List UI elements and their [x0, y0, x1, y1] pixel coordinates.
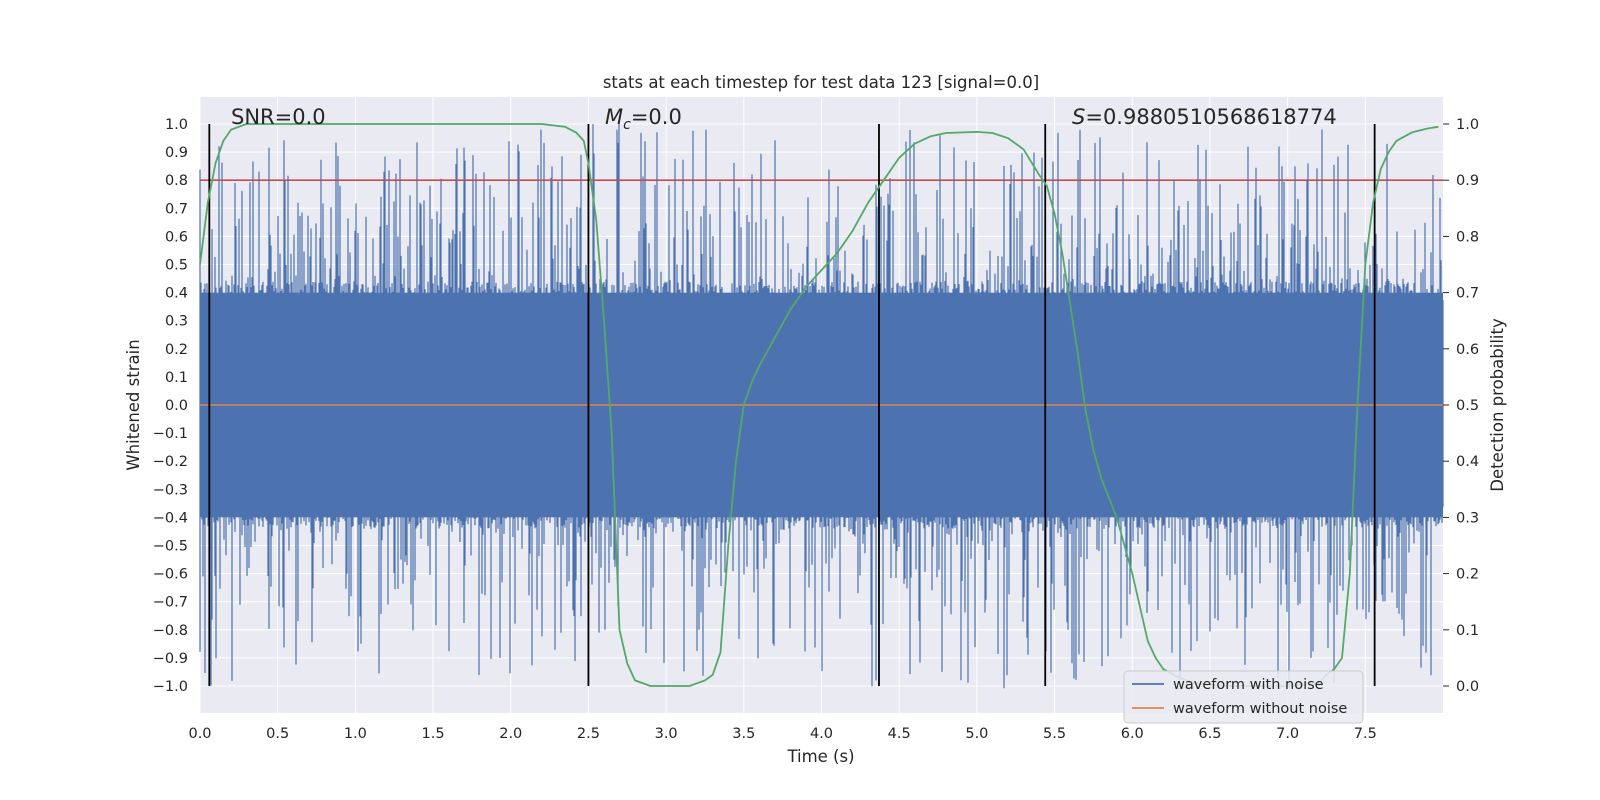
x-tick-label: 0.5 — [266, 726, 289, 742]
snr-annotation: SNR=0.0 — [231, 105, 326, 129]
legend-label-clean: waveform without noise — [1173, 701, 1347, 717]
y-tick-label: −0.9 — [153, 651, 188, 667]
y-tick-label: −0.3 — [153, 482, 188, 498]
chirp-mass-value: =0.0 — [631, 105, 682, 129]
y2-tick-label: 0.8 — [1456, 229, 1479, 245]
x-tick-label: 6.5 — [1198, 726, 1221, 742]
x-tick-label: 6.0 — [1121, 726, 1144, 742]
window-boundary-lines — [208, 124, 1376, 686]
y-tick-label: 0.3 — [165, 314, 188, 330]
y2-tick-labels: 1.0 0.9 0.8 0.7 0.6 0.5 0.4 0.3 0.2 0.1 0.0 — [1443, 117, 1479, 695]
x-tick-label: 1.0 — [344, 726, 367, 742]
chirp-mass-symbol: M — [605, 105, 623, 129]
y-tick-label: 0.9 — [165, 145, 188, 161]
x-tick-labels: 0.0 0.5 1.0 1.5 2.0 2.5 3.0 3.5 4.0 4.5 5.0 5.5 6.0 6… — [188, 726, 1376, 742]
y2-tick-label: 0.2 — [1456, 567, 1479, 583]
chirp-mass-subscript: c — [623, 117, 631, 133]
y2-tick-label: 0.3 — [1456, 510, 1479, 526]
legend-box — [1123, 670, 1364, 724]
y-tick-label: 0.5 — [165, 258, 188, 274]
y2-tick-label: 0.1 — [1456, 623, 1479, 639]
legend: waveform with noise waveform without noi… — [1123, 670, 1364, 724]
s-symbol: S — [1072, 105, 1085, 129]
y-tick-label: 0.1 — [165, 370, 188, 386]
x-tick-label: 7.0 — [1276, 726, 1299, 742]
y-tick-label: −0.1 — [153, 426, 188, 442]
y-tick-label: −0.5 — [153, 539, 188, 555]
y-tick-label: 0.6 — [165, 229, 188, 245]
x-tick-label: 3.5 — [732, 726, 755, 742]
x-tick-label: 5.5 — [1043, 726, 1066, 742]
y2-tick-label: 1.0 — [1456, 117, 1479, 133]
y2-tick-label: 0.5 — [1456, 398, 1479, 414]
y-tick-label: 1.0 — [165, 117, 188, 133]
y2-tick-label: 0.7 — [1456, 286, 1479, 302]
y-tick-label: −0.4 — [153, 510, 188, 526]
x-tick-label: 5.0 — [965, 726, 988, 742]
y-tick-label: −0.6 — [153, 567, 188, 583]
y2-tick-label: 0.0 — [1456, 679, 1479, 695]
x-tick-label: 2.5 — [577, 726, 600, 742]
y-tick-label: 0.4 — [165, 286, 188, 302]
y2-tick-label: 0.6 — [1456, 342, 1479, 358]
y2-tick-label: 0.4 — [1456, 454, 1479, 470]
x-tick-label: 1.5 — [422, 726, 445, 742]
y-tick-labels: 1.0 0.9 0.8 0.7 0.6 0.5 0.4 0.3 0.2 0.1 0.0 −0.1 −0.… — [153, 117, 188, 695]
y-tick-label: 0.8 — [165, 173, 188, 189]
y-tick-label: −0.7 — [153, 595, 188, 611]
y2-axis-label: Detection probability — [1488, 318, 1507, 492]
x-tick-label: 4.5 — [888, 726, 911, 742]
x-tick-label: 4.0 — [810, 726, 833, 742]
y-tick-label: 0.7 — [165, 201, 188, 217]
y-tick-label: 0.0 — [165, 398, 188, 414]
y-tick-label: −0.2 — [153, 454, 188, 470]
chart-title: stats at each timestep for test data 123… — [603, 73, 1039, 92]
y-tick-label: −1.0 — [153, 679, 188, 695]
y2-tick-label: 0.9 — [1456, 173, 1479, 189]
x-tick-label: 7.5 — [1354, 726, 1377, 742]
chirp-mass-annotation: Mc=0.0 — [605, 105, 682, 133]
noise-spikes — [199, 123, 1444, 689]
y-tick-label: −0.8 — [153, 623, 188, 639]
x-tick-label: 2.0 — [499, 726, 522, 742]
s-annotation: S=0.9880510568618774 — [1072, 105, 1337, 129]
x-tick-label: 0.0 — [188, 726, 211, 742]
x-axis-label: Time (s) — [786, 747, 854, 766]
x-tick-label: 3.0 — [655, 726, 678, 742]
legend-label-noise: waveform with noise — [1173, 677, 1324, 693]
y-axis-label: Whitened strain — [124, 339, 143, 470]
s-value: =0.9880510568618774 — [1085, 105, 1336, 129]
y-tick-label: 0.2 — [165, 342, 188, 358]
